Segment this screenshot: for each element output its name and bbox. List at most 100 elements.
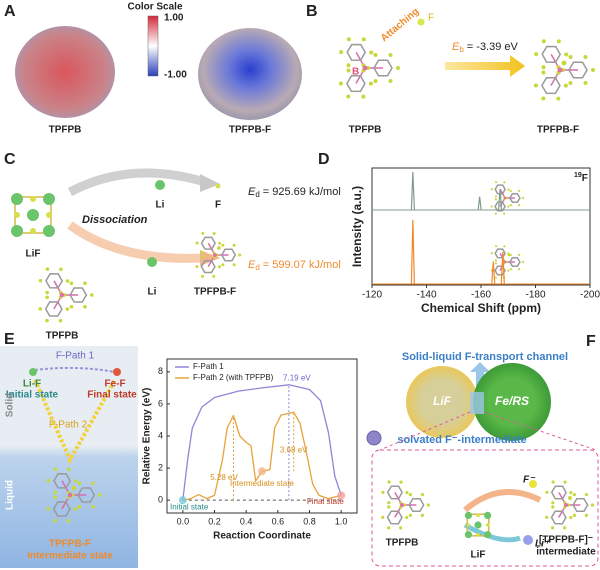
- path-2: [33, 379, 117, 465]
- y-axis-label: Relative Energy (eV): [142, 388, 153, 485]
- arrowhead: [200, 174, 220, 192]
- transfer-arrow: [463, 522, 521, 543]
- f-atom: [387, 501, 391, 505]
- molecule-label: LiF: [471, 550, 486, 561]
- scheme-label: F-Path 1: [56, 351, 95, 362]
- f-atom: [73, 479, 78, 483]
- f-atom: [346, 94, 351, 99]
- panel-label: D: [318, 151, 330, 168]
- f-ion: [529, 480, 537, 488]
- f-atom: [494, 212, 497, 215]
- li-atom: [155, 180, 165, 190]
- value: = 599.07 kJ/mol: [263, 259, 341, 271]
- b-atom: [59, 292, 65, 298]
- f-atom: [387, 526, 391, 530]
- f-atom: [221, 243, 225, 247]
- f-atom: [420, 493, 424, 497]
- scheme-label: TPFPB-F: [49, 539, 91, 550]
- f-atom: [551, 526, 555, 530]
- f-atom: [533, 83, 538, 88]
- molecule-label: TPFPB-F: [229, 125, 271, 136]
- molecule-label: [TPFPB-F]⁻: [539, 535, 593, 546]
- ion-label: F⁻: [523, 475, 536, 486]
- legend-label: F-Path 1: [193, 362, 224, 371]
- f-atom: [541, 70, 546, 75]
- ring: [408, 498, 425, 512]
- f-atom: [65, 307, 70, 311]
- ring: [45, 273, 64, 289]
- ring: [373, 59, 393, 77]
- atom-label: Li: [148, 287, 157, 298]
- li-atom: [27, 209, 39, 221]
- phase-label: Liquid: [5, 480, 16, 510]
- b-atom: [400, 503, 404, 507]
- ring: [494, 184, 506, 195]
- f-atom: [568, 496, 572, 500]
- b-atom: [557, 67, 563, 73]
- color-scale: [147, 15, 159, 77]
- f-atom: [495, 245, 498, 248]
- energy-curve: [182, 384, 342, 501]
- ring: [550, 510, 567, 525]
- li-atom: [474, 521, 482, 529]
- atom: [29, 368, 37, 376]
- molecule-label: TPFPB: [46, 331, 79, 342]
- esp-surface: [198, 28, 302, 120]
- molecule: [490, 181, 525, 215]
- f-atom: [97, 493, 102, 497]
- f-atom: [65, 279, 70, 283]
- b-atom: [564, 503, 568, 507]
- li-atom: [484, 531, 492, 539]
- f-atom: [195, 265, 199, 269]
- annotation: Final state: [307, 497, 344, 506]
- f-atom: [369, 50, 374, 55]
- f-atom: [67, 467, 71, 472]
- f-atom: [59, 267, 63, 272]
- peak: [497, 189, 503, 211]
- ring: [494, 201, 506, 212]
- scheme-label: Final state: [87, 390, 137, 401]
- x-tick-label: 0.0: [177, 516, 190, 526]
- annotation: Initial state: [170, 502, 209, 511]
- f-atom: [201, 274, 205, 278]
- x-axis-label: Reaction Coordinate: [213, 531, 311, 542]
- f-atom: [346, 63, 351, 68]
- f-atom: [541, 96, 546, 101]
- ring: [220, 248, 237, 262]
- lif-particle: [406, 366, 478, 438]
- f-atom: [503, 245, 506, 248]
- f-atom: [387, 505, 391, 509]
- ring: [346, 74, 366, 93]
- f-atom: [545, 515, 549, 519]
- f-atom: [522, 196, 525, 200]
- f-atom: [30, 196, 36, 202]
- f-atom: [396, 66, 400, 70]
- f-atom: [466, 523, 471, 527]
- li-ion: [523, 535, 533, 545]
- plot-frame: [371, 167, 591, 286]
- f-atom: [387, 480, 391, 484]
- annotation: 3.68 eV: [280, 446, 308, 455]
- f-atom: [502, 212, 506, 215]
- path-arrow: [67, 168, 207, 196]
- ring: [568, 61, 588, 79]
- li-atom: [43, 193, 55, 205]
- molecule: [338, 37, 400, 99]
- f-atom: [494, 262, 498, 265]
- x-axis-label: Chemical Shift (ppm): [421, 301, 541, 315]
- x-tick-label: 0.8: [303, 516, 316, 526]
- panel-label: E: [4, 331, 15, 348]
- f-atom: [212, 274, 216, 278]
- f-atom: [541, 39, 546, 44]
- particle-label: LiF: [433, 394, 452, 408]
- path-arrow: [67, 221, 206, 263]
- f-atom: [45, 318, 49, 323]
- f-atom: [563, 83, 568, 88]
- value: = -3.39 eV: [467, 41, 519, 53]
- symbol: E: [452, 41, 460, 53]
- f-atom: [495, 181, 498, 184]
- f-atom: [53, 467, 58, 471]
- li-atom: [43, 225, 55, 237]
- li-atom: [464, 511, 472, 519]
- f-atom: [215, 183, 221, 189]
